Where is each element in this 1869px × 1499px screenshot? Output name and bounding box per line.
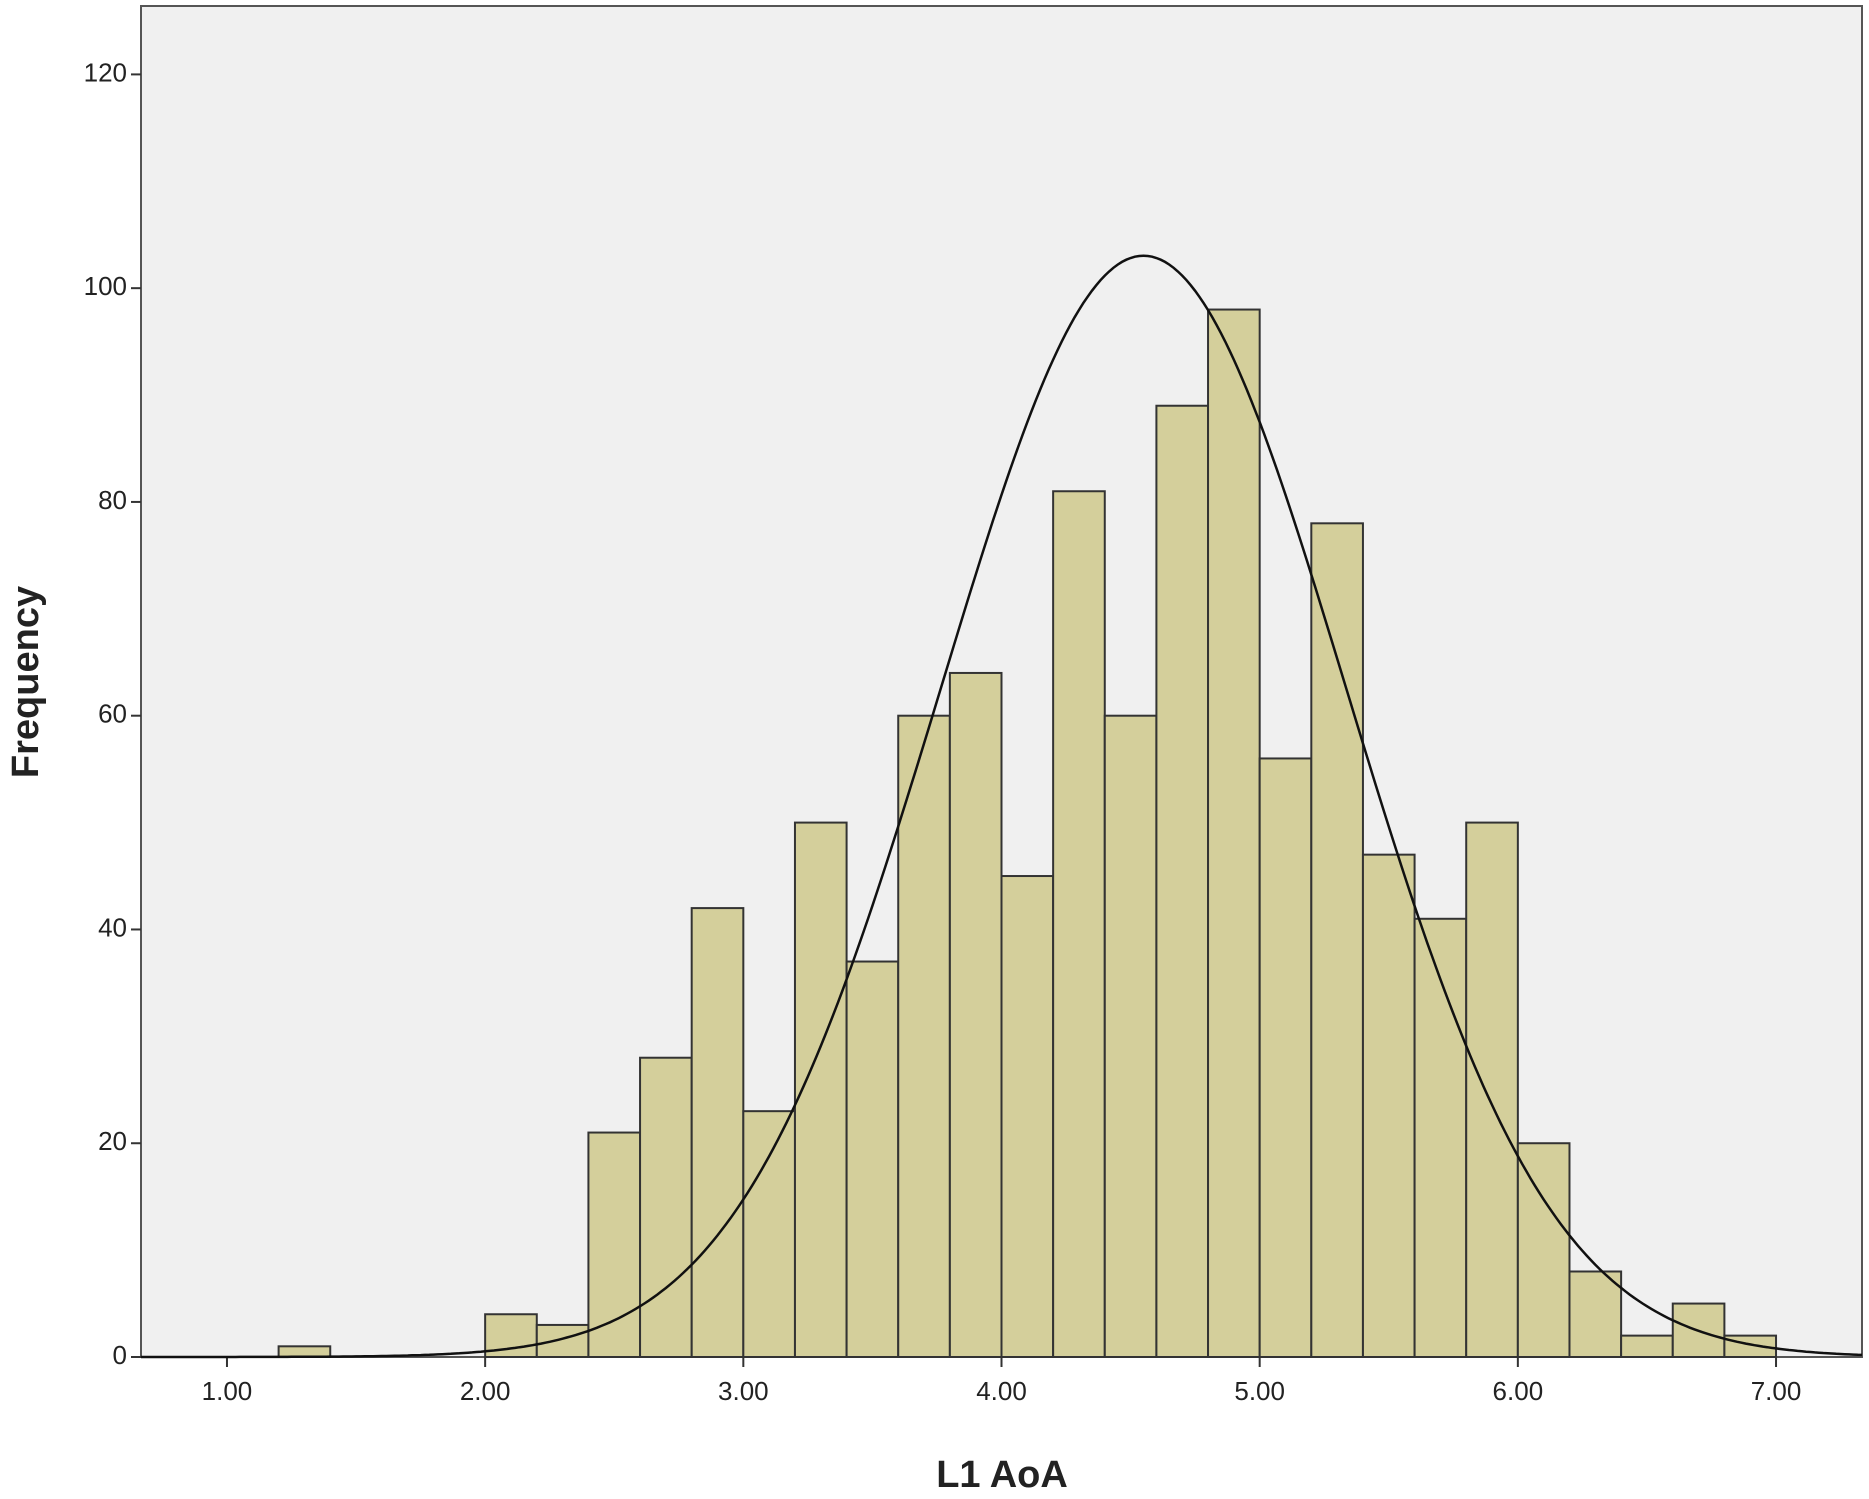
bar: [1310, 522, 1364, 1358]
bar: [1413, 917, 1468, 1359]
y-tick-label: 0: [113, 1340, 127, 1370]
bar: [1155, 404, 1210, 1359]
bar: [1516, 1142, 1571, 1358]
bar: [1103, 714, 1158, 1358]
bar: [535, 1323, 590, 1359]
x-tick-label: 1.00: [202, 1376, 253, 1406]
bar: [1361, 853, 1416, 1358]
x-tick-label: 6.00: [1493, 1376, 1544, 1406]
x-tick-label: 4.00: [976, 1376, 1027, 1406]
normal-curve: [141, 254, 1863, 1359]
bar: [793, 821, 848, 1358]
bar: [1568, 1270, 1623, 1358]
x-tick-label: 5.00: [1234, 1376, 1285, 1406]
bar: [1207, 308, 1261, 1358]
x-tick-label: 7.00: [1751, 1376, 1802, 1406]
bar: [277, 1345, 332, 1359]
x-axis-title: L1 AoA: [936, 1454, 1068, 1496]
bar: [845, 960, 900, 1358]
y-tick-label: 100: [84, 271, 127, 301]
bar: [1052, 490, 1106, 1358]
bar: [897, 714, 951, 1358]
bar: [639, 1056, 693, 1359]
y-tick-label: 40: [98, 912, 127, 942]
y-tick-label: 120: [84, 57, 127, 87]
bar: [1258, 757, 1313, 1358]
bar: [948, 671, 1003, 1358]
y-tick-label: 80: [98, 485, 127, 515]
bar: [587, 1131, 642, 1359]
bar: [1620, 1334, 1674, 1358]
bar: [742, 1110, 796, 1359]
y-axis-title: Frequency: [5, 586, 47, 778]
y-tick-label: 20: [98, 1126, 127, 1156]
bar: [1465, 821, 1519, 1358]
bar: [690, 907, 745, 1359]
y-tick-label: 60: [98, 699, 127, 729]
x-tick-label: 3.00: [718, 1376, 769, 1406]
bar: [1000, 875, 1055, 1359]
x-tick-label: 2.00: [460, 1376, 511, 1406]
